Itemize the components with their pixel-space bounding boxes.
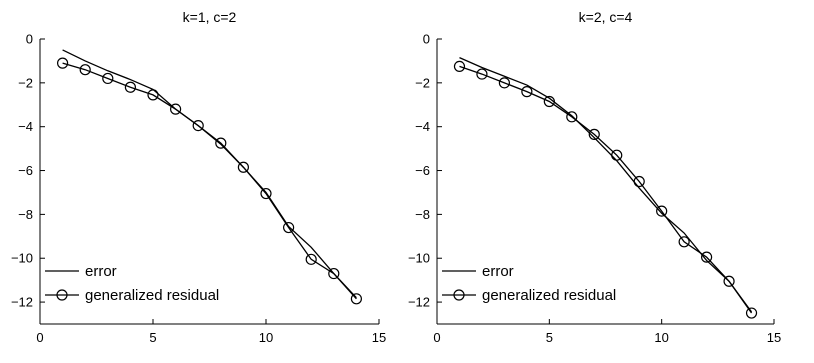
- data-point-generalized-residual: [328, 267, 340, 280]
- series-line-error: [459, 57, 753, 313]
- y-tick-label: −8: [415, 207, 430, 222]
- data-point-generalized-residual: [678, 236, 690, 248]
- x-tick-label: 10: [654, 330, 668, 345]
- data-point-generalized-residual: [79, 64, 91, 76]
- legend: error generalized residual: [442, 263, 616, 304]
- data-point-generalized-residual: [633, 175, 645, 188]
- y-tick-label: −4: [415, 119, 430, 134]
- legend-label-error: error: [85, 263, 117, 280]
- data-point-generalized-residual: [498, 77, 510, 89]
- data-point-generalized-residual: [305, 253, 317, 265]
- legend-marker-circle-icon: [56, 289, 68, 301]
- data-point-generalized-residual: [260, 187, 272, 200]
- legend-label-generalized-residual: generalized residual: [85, 287, 219, 304]
- y-tick-label: −12: [11, 295, 33, 310]
- series-line-generalized-residual: [62, 62, 357, 300]
- y-tick-label: 0: [423, 32, 430, 47]
- data-point-generalized-residual: [543, 95, 555, 108]
- data-point-generalized-residual: [521, 86, 533, 98]
- y-tick-label: −2: [18, 75, 33, 90]
- y-tick-label: −4: [18, 119, 33, 134]
- x-tick-label: 0: [36, 330, 43, 345]
- data-point-generalized-residual: [215, 137, 227, 149]
- legend-marker-circle-icon: [453, 289, 465, 301]
- data-point-generalized-residual: [656, 205, 668, 217]
- x-tick-label: 10: [259, 330, 273, 345]
- x-tick-label: 5: [546, 330, 553, 345]
- legend-label-error: error: [482, 263, 514, 280]
- y-tick-label: 0: [26, 32, 33, 47]
- data-point-generalized-residual: [350, 293, 362, 305]
- data-point-generalized-residual: [102, 72, 114, 85]
- x-tick-label: 15: [372, 330, 386, 345]
- data-point-generalized-residual: [56, 57, 69, 69]
- chart-title: k=1, c=2: [183, 9, 237, 25]
- data-point-generalized-residual: [566, 111, 578, 123]
- legend: error generalized residual: [45, 263, 219, 304]
- data-point-generalized-residual: [283, 221, 295, 234]
- y-tick-label: −12: [408, 295, 430, 310]
- data-point-generalized-residual: [588, 128, 600, 140]
- data-point-generalized-residual: [237, 161, 249, 173]
- x-tick-label: 15: [767, 330, 781, 345]
- data-point-generalized-residual: [476, 68, 488, 80]
- data-point-generalized-residual: [723, 275, 735, 287]
- y-tick-label: −10: [11, 251, 33, 266]
- chart-panel-2: k=2, c=4 0 −2 −4 −6 −8 −10 −12 0 5 10 15 error genera…: [408, 9, 781, 345]
- x-tick-label: 0: [433, 330, 440, 345]
- data-point-generalized-residual: [147, 89, 159, 101]
- data-point-generalized-residual: [700, 251, 713, 263]
- y-tick-label: −10: [408, 251, 430, 266]
- data-point-generalized-residual: [453, 60, 466, 73]
- data-point-generalized-residual: [170, 103, 182, 115]
- y-tick-label: −6: [415, 163, 430, 178]
- chart-panel-1: k=1, c=2 0 −2 −4 −6 −8 −10 −12 0 5 10 15 error genera…: [11, 9, 386, 345]
- x-tick-label: 5: [149, 330, 156, 345]
- y-tick-label: −6: [18, 163, 33, 178]
- legend-label-generalized-residual: generalized residual: [482, 287, 616, 304]
- chart-title: k=2, c=4: [579, 9, 633, 25]
- data-point-generalized-residual: [745, 307, 758, 319]
- data-point-generalized-residual: [124, 81, 136, 93]
- y-tick-label: −2: [415, 75, 430, 90]
- data-point-generalized-residual: [192, 119, 204, 132]
- y-tick-label: −8: [18, 207, 33, 222]
- data-point-generalized-residual: [611, 149, 623, 161]
